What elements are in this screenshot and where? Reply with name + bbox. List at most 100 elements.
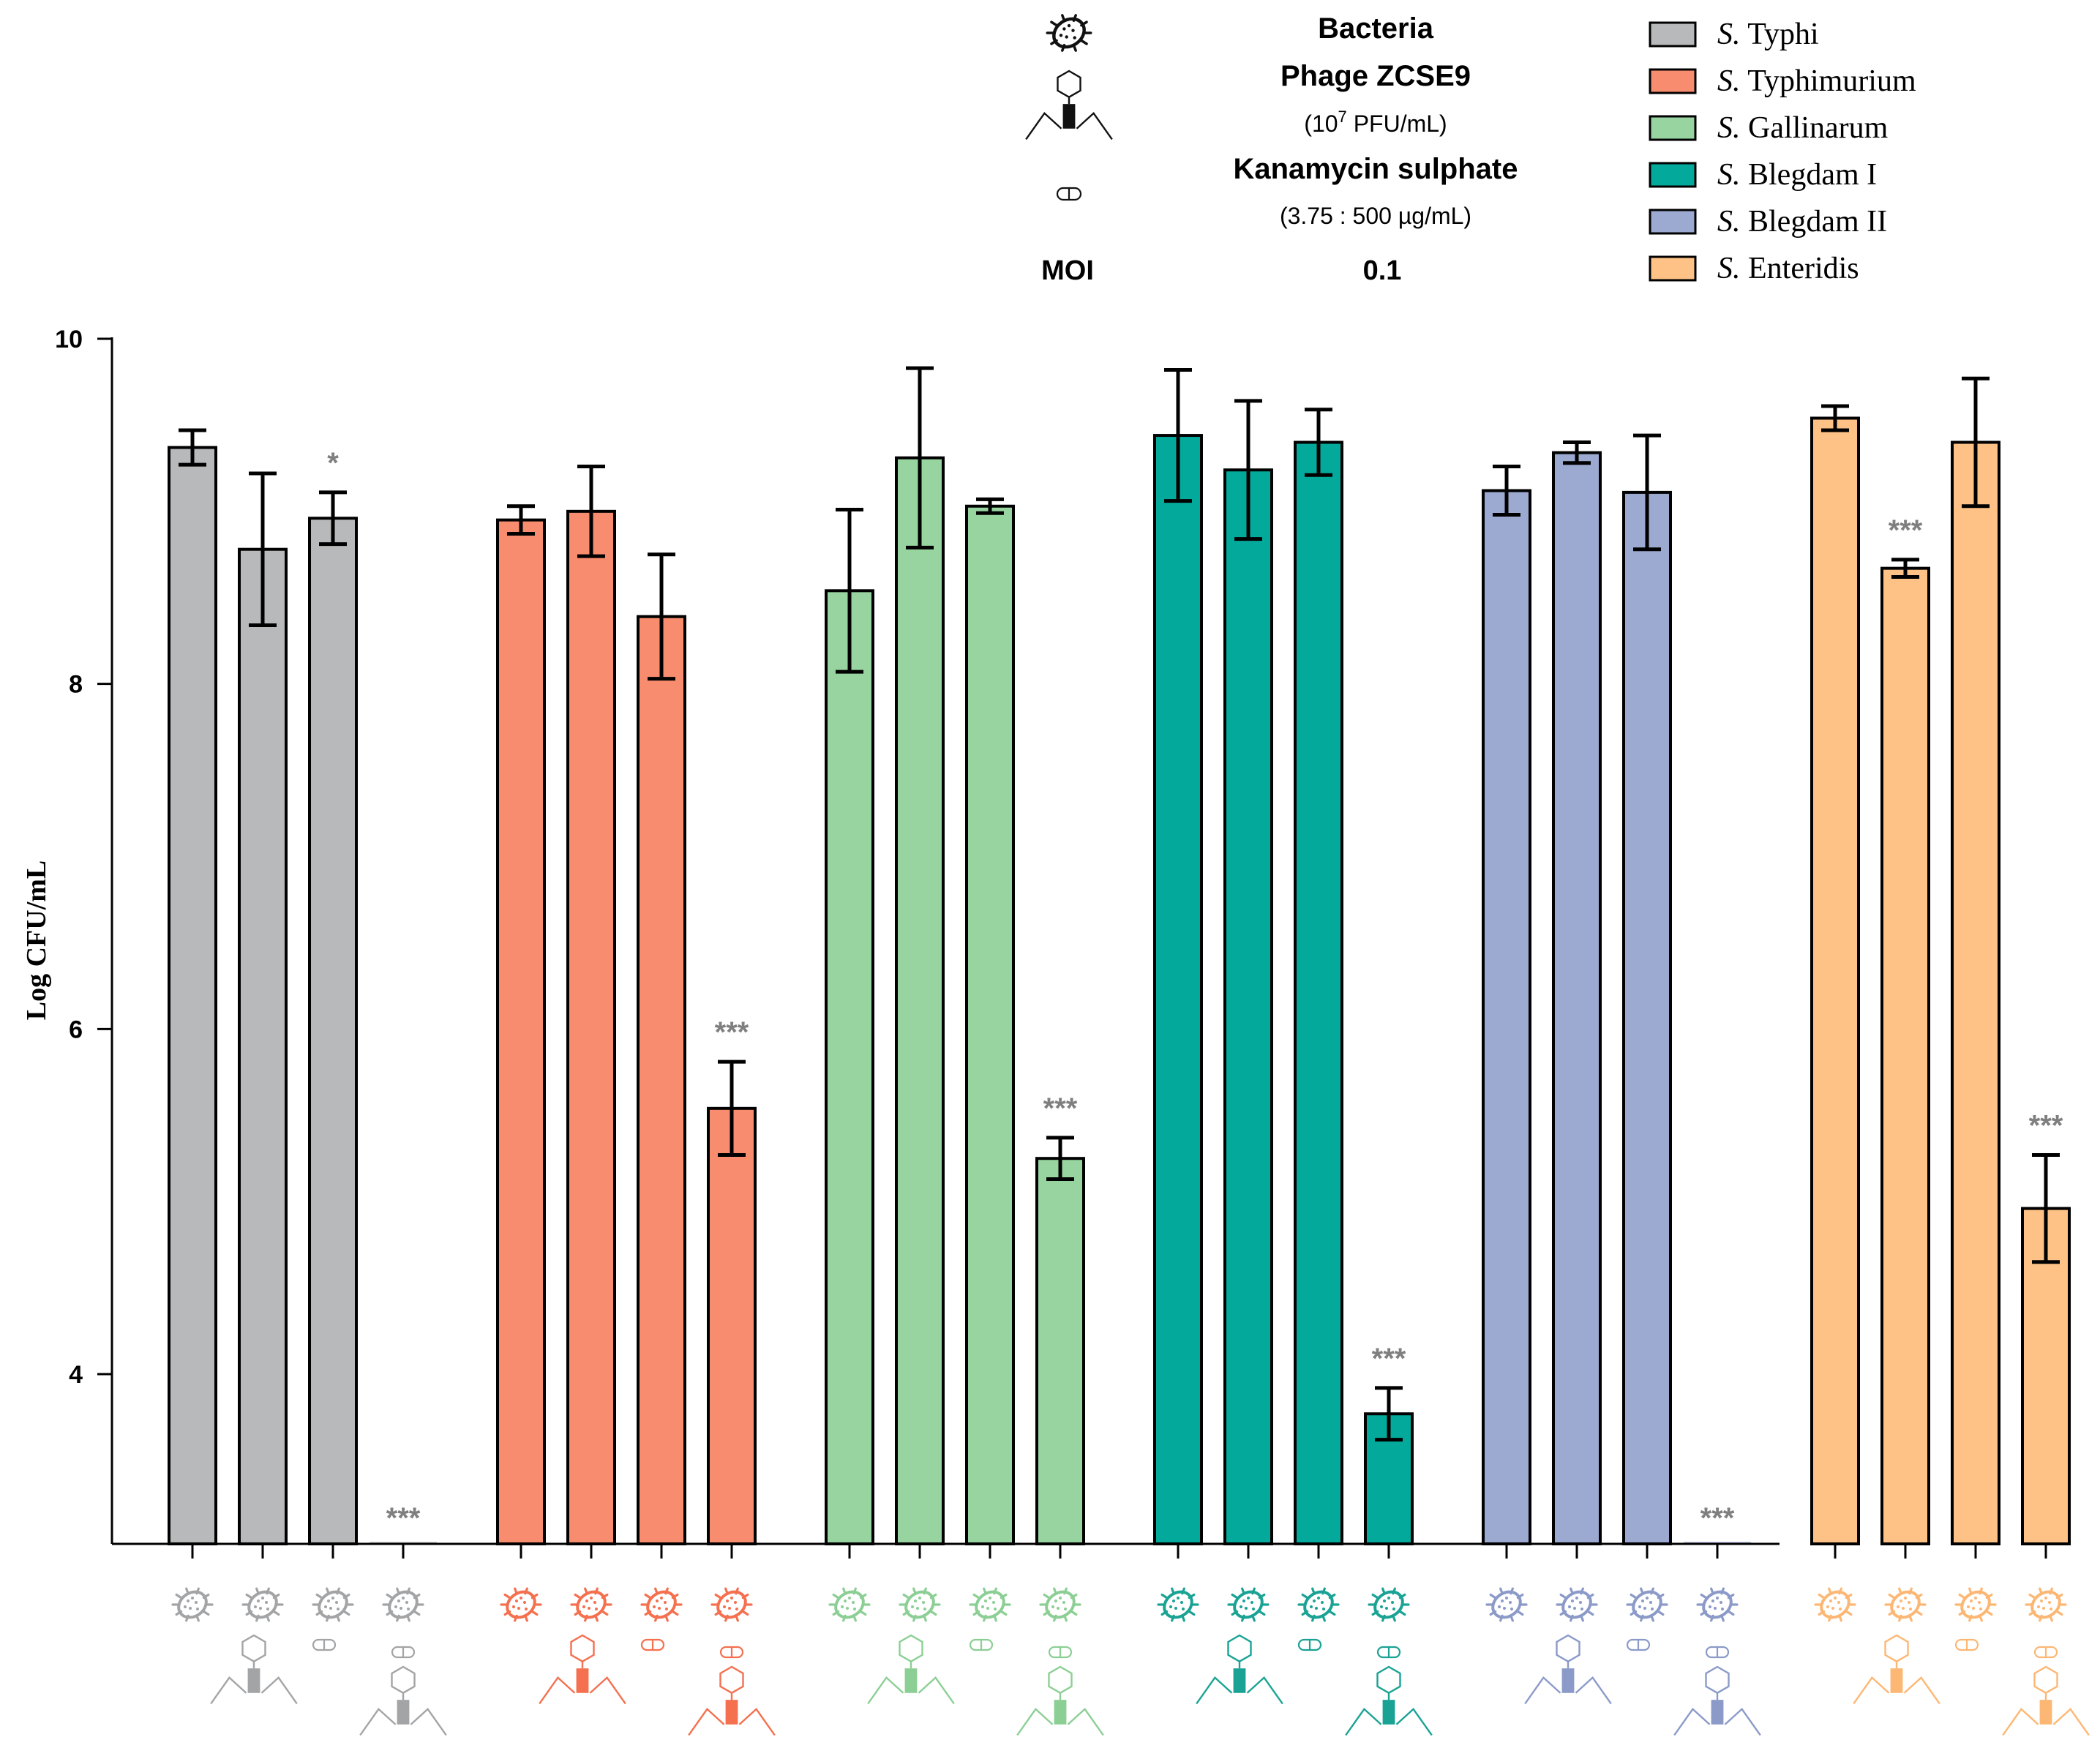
bacteria-icon bbox=[1039, 1587, 1081, 1622]
phage-icon bbox=[359, 1665, 447, 1736]
kanamycin-concentration: (3.75 : 500 µg/mL) bbox=[1280, 203, 1471, 229]
bacteria-icon bbox=[1046, 14, 1092, 52]
kanamycin-capsule-icon bbox=[1705, 1646, 1730, 1659]
condition-icons bbox=[171, 1587, 2090, 1736]
y-axis: 4 6 8 10 Log CFU/mL bbox=[21, 326, 113, 1544]
key-phage-label: Phage ZCSE9 bbox=[1280, 60, 1471, 92]
kanamycin-capsule-icon bbox=[640, 1638, 665, 1651]
bars: ********************** bbox=[168, 366, 2071, 1546]
phage-icon bbox=[1853, 1634, 1940, 1705]
bacteria-icon bbox=[382, 1587, 424, 1622]
bar bbox=[238, 547, 288, 1545]
kanamycin-capsule-icon bbox=[969, 1638, 994, 1651]
phage-icon bbox=[1196, 1634, 1283, 1705]
phage-concentration: (107 PFU/mL) bbox=[1304, 108, 1447, 137]
bar bbox=[825, 589, 874, 1545]
kanamycin-capsule-icon bbox=[719, 1646, 744, 1659]
key-kanamycin-label: Kanamycin sulphate bbox=[1233, 153, 1518, 185]
bacteria-icon bbox=[969, 1587, 1011, 1622]
y-tick-label: 10 bbox=[55, 326, 83, 353]
bacteria-icon bbox=[1556, 1587, 1598, 1622]
y-tick-label: 4 bbox=[69, 1361, 83, 1389]
legend-entry: S. Blegdam II bbox=[1717, 205, 1887, 239]
phage-icon bbox=[539, 1634, 626, 1705]
bar bbox=[1223, 468, 1273, 1546]
bar bbox=[168, 446, 217, 1546]
bar bbox=[1622, 490, 1672, 1545]
legend-swatch bbox=[1649, 68, 1697, 94]
bar bbox=[1552, 451, 1602, 1545]
bacteria-icon bbox=[1884, 1587, 1927, 1622]
bar bbox=[496, 518, 546, 1545]
bar bbox=[637, 615, 686, 1545]
bacteria-icon bbox=[2025, 1587, 2067, 1622]
bar bbox=[1951, 440, 2000, 1545]
bacteria-icon bbox=[570, 1587, 612, 1622]
bacteria-icon bbox=[1954, 1587, 1997, 1622]
phage-icon bbox=[688, 1665, 776, 1736]
bacteria-icon bbox=[500, 1587, 542, 1622]
key-bacteria-label: Bacteria bbox=[1318, 12, 1434, 45]
phage-icon bbox=[210, 1634, 298, 1705]
x-axis bbox=[112, 1542, 2047, 1559]
treatment-key: MOI Bacteria Phage ZCSE9 (107 PFU/mL) Kanamy… bbox=[1025, 12, 1518, 286]
moi-value: 0.1 bbox=[1363, 255, 1402, 286]
legend-swatch bbox=[1649, 209, 1697, 235]
legend-entry: S. Typhimurium bbox=[1717, 64, 1916, 98]
significance-marker: *** bbox=[2029, 1109, 2063, 1141]
kanamycin-capsule-icon bbox=[312, 1638, 337, 1651]
bar bbox=[1810, 416, 1860, 1546]
moi-label: MOI bbox=[1041, 255, 1094, 286]
bar bbox=[308, 517, 358, 1545]
bacteria-icon bbox=[899, 1587, 941, 1622]
legend-entry: S. Enteridis bbox=[1717, 252, 1859, 285]
legend-entry: S. Blegdam I bbox=[1717, 158, 1877, 192]
bar bbox=[1035, 1157, 1085, 1546]
significance-marker: *** bbox=[1700, 1502, 1735, 1534]
significance-marker: *** bbox=[1372, 1343, 1406, 1375]
bacteria-icon bbox=[1227, 1587, 1270, 1622]
legend-swatch bbox=[1649, 21, 1697, 48]
bar bbox=[566, 509, 616, 1545]
kanamycin-capsule-icon bbox=[2033, 1646, 2058, 1659]
phage-icon bbox=[1524, 1634, 1612, 1705]
bar bbox=[1482, 489, 1531, 1545]
y-tick-label: 8 bbox=[69, 671, 83, 699]
kanamycin-capsule-icon bbox=[1954, 1638, 1979, 1651]
kanamycin-capsule-icon bbox=[1056, 187, 1082, 201]
significance-marker: * bbox=[327, 447, 339, 479]
legend: S. Typhi S. Typhimurium S. Gallinarum S. Bl… bbox=[1649, 18, 1916, 285]
legend-swatch bbox=[1649, 115, 1697, 141]
bacteria-icon bbox=[171, 1587, 214, 1622]
bar bbox=[965, 504, 1015, 1546]
bacteria-icon bbox=[640, 1587, 683, 1622]
kanamycin-capsule-icon bbox=[391, 1646, 416, 1659]
legend-entry: S. Gallinarum bbox=[1717, 111, 1889, 145]
bacteria-icon bbox=[1626, 1587, 1668, 1622]
legend-swatch bbox=[1649, 255, 1697, 282]
bacteria-icon bbox=[1297, 1587, 1340, 1622]
phage-icon bbox=[1016, 1665, 1104, 1736]
y-tick-label: 6 bbox=[69, 1016, 83, 1043]
phage-icon bbox=[1673, 1665, 1761, 1736]
significance-marker: *** bbox=[1043, 1092, 1078, 1125]
bacteria-icon bbox=[1157, 1587, 1199, 1622]
bar bbox=[1153, 434, 1203, 1545]
bacteria-icon bbox=[1696, 1587, 1739, 1622]
bar bbox=[707, 1106, 757, 1545]
y-axis-label: Log CFU/mL bbox=[21, 860, 52, 1021]
bacteria-icon bbox=[1368, 1587, 1410, 1622]
kanamycin-capsule-icon bbox=[1297, 1638, 1322, 1651]
bacteria-icon bbox=[828, 1587, 871, 1622]
bacteria-icon bbox=[241, 1587, 284, 1622]
phage-icon bbox=[1025, 70, 1113, 140]
bacteria-icon bbox=[710, 1587, 753, 1622]
significance-marker: *** bbox=[1889, 514, 1923, 547]
bar bbox=[895, 456, 945, 1545]
legend-swatch bbox=[1649, 162, 1697, 188]
bar bbox=[1880, 566, 1930, 1545]
bacteria-icon bbox=[1485, 1587, 1528, 1622]
bacteria-icon bbox=[1814, 1587, 1856, 1622]
phage-icon bbox=[1345, 1665, 1433, 1736]
